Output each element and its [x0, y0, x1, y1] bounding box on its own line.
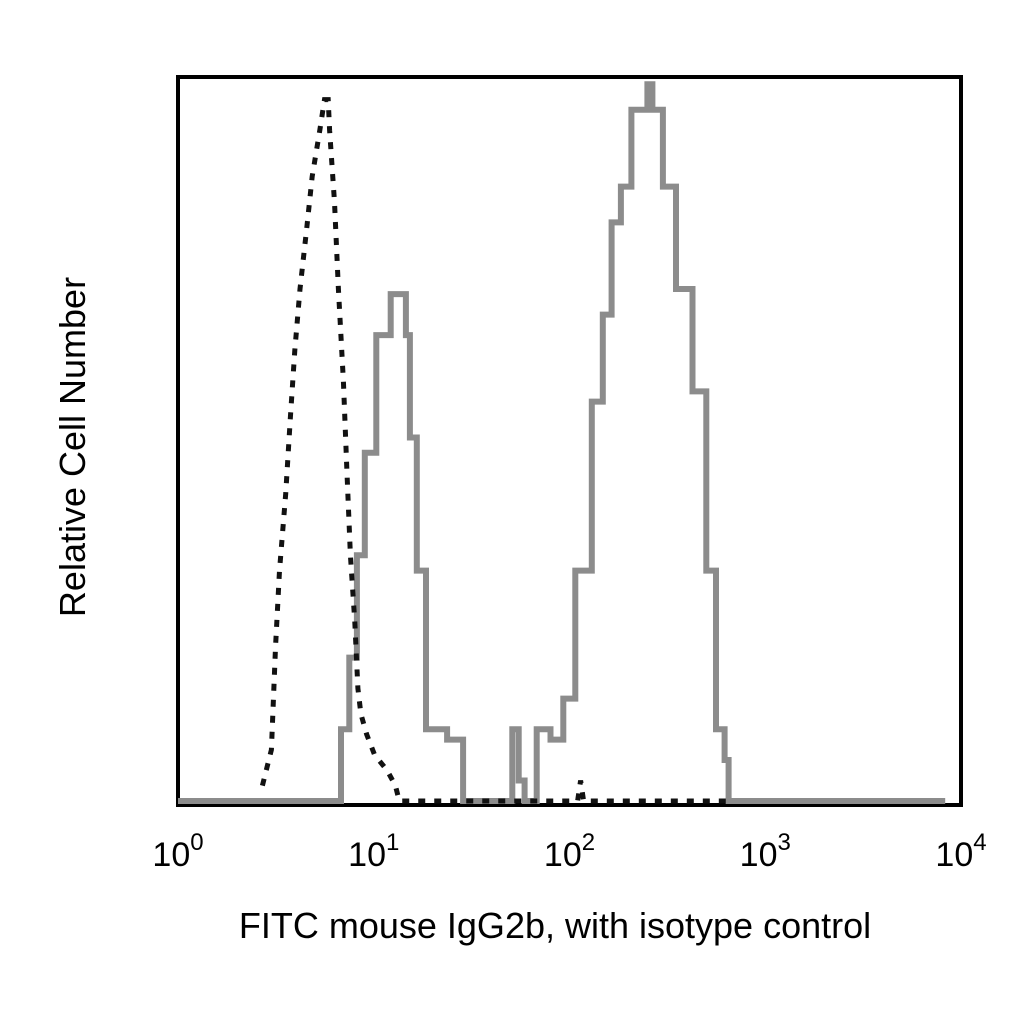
y-axis-label: Relative Cell Number: [52, 277, 93, 617]
x-tick-label: 104: [935, 829, 986, 874]
plot-frame: [176, 75, 963, 807]
x-axis-label: FITC mouse IgG2b, with isotype control: [239, 905, 871, 946]
x-tick-labels: 100 101 102 103 104: [152, 829, 986, 874]
x-tick-label: 101: [348, 829, 399, 874]
x-tick-label: 103: [740, 829, 791, 874]
igg2b-histogram-line: [178, 81, 946, 804]
x-tick-label: 100: [152, 829, 203, 874]
series-layer: [178, 81, 946, 804]
isotype-control-histogram-line: [259, 97, 729, 804]
x-tick-label: 102: [544, 829, 595, 874]
